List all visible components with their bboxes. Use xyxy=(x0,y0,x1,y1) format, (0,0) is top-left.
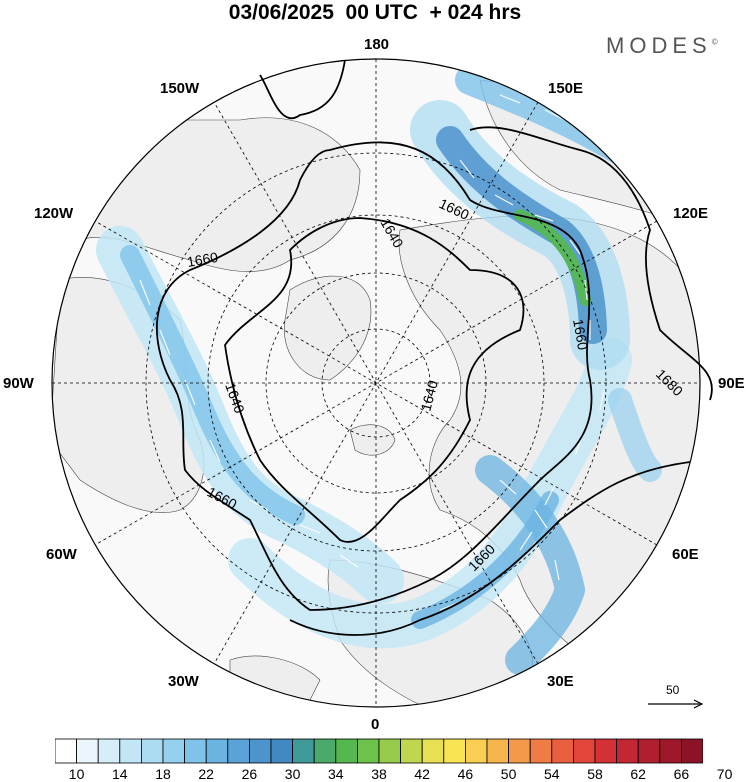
longitude-label: 180 xyxy=(364,36,390,53)
wind-speed-shading xyxy=(96,65,662,675)
colorbar-swatch xyxy=(205,738,229,764)
colorbar-swatch xyxy=(443,738,466,764)
map-title: 03/06/2025 00 UTC + 024 hrs xyxy=(228,1,522,24)
longitude-label: 0 xyxy=(371,716,380,733)
colorbar-swatch xyxy=(659,738,682,764)
colorbar-swatch xyxy=(270,738,294,764)
colorbar-tick-label: 22 xyxy=(198,766,214,782)
colorbar-tick-label: 38 xyxy=(371,766,387,782)
colorbar-swatch xyxy=(464,738,488,764)
colorbar-swatch xyxy=(573,738,596,764)
longitude-label: 60E xyxy=(672,546,699,563)
brand-text: MODES xyxy=(606,33,712,58)
colorbar xyxy=(55,738,703,764)
colorbar-tick-label: 10 xyxy=(68,766,85,782)
colorbar-swatch xyxy=(529,738,553,764)
geopotential-contours xyxy=(155,59,713,636)
colorbar-tick-label: 14 xyxy=(112,766,128,782)
colorbar-swatch xyxy=(551,738,574,764)
colorbar-swatch xyxy=(55,738,78,764)
longitude-label: 30E xyxy=(547,673,574,690)
longitude-label: 90W xyxy=(3,375,34,392)
longitude-label: 30W xyxy=(168,673,199,690)
colorbar-swatch xyxy=(594,738,618,764)
colorbar-tick-label: 18 xyxy=(155,766,171,782)
wind-vectors xyxy=(139,94,609,611)
longitude-label: 60W xyxy=(46,546,77,563)
contour-label: 1660 xyxy=(570,318,591,352)
reference-vector-arrow xyxy=(648,699,704,709)
colorbar-tick-label: 42 xyxy=(414,766,430,782)
colorbar-swatch xyxy=(184,738,207,764)
colorbar-swatch xyxy=(97,738,121,764)
longitude-label: 90E xyxy=(718,375,745,392)
colorbar-tick-label: 66 xyxy=(673,766,690,782)
colorbar-tick-label: 54 xyxy=(544,766,560,782)
colorbar-tick-label: 46 xyxy=(457,766,474,782)
brand-mark: © xyxy=(711,37,718,47)
colorbar-swatch xyxy=(335,738,358,764)
colorbar-tick-label: 26 xyxy=(241,766,258,782)
brand-logo: MODES© xyxy=(606,33,718,59)
colorbar-swatch xyxy=(248,738,272,764)
colorbar-swatch xyxy=(227,738,250,764)
colorbar-swatch xyxy=(119,738,142,764)
colorbar-swatch xyxy=(378,738,402,764)
colorbar-swatch xyxy=(141,738,164,764)
colorbar-swatch xyxy=(486,738,510,764)
colorbar-swatch xyxy=(637,738,661,764)
contour-label: 1660 xyxy=(186,249,220,270)
colorbar-swatch xyxy=(508,738,531,764)
map-boundary xyxy=(51,58,701,708)
reference-vector-label: 50 xyxy=(666,683,680,697)
colorbar-tick-label: 58 xyxy=(587,766,603,782)
longitude-label: 150W xyxy=(160,80,200,97)
colorbar-swatch xyxy=(681,738,703,764)
colorbar-swatch xyxy=(421,738,445,764)
colorbar-swatch xyxy=(616,738,639,764)
longitude-label: 150E xyxy=(548,80,584,97)
colorbar-swatch xyxy=(400,738,423,764)
longitude-label: 120E xyxy=(673,205,709,222)
colorbar-swatch xyxy=(292,738,315,764)
colorbar-swatch xyxy=(356,738,380,764)
graticule xyxy=(52,59,700,707)
contour-label: 1640 xyxy=(417,378,441,412)
colorbar-tick-label: 30 xyxy=(284,766,301,782)
colorbar-tick-label: 62 xyxy=(630,766,646,782)
colorbar-tick-label: 70 xyxy=(716,766,733,782)
colorbar-tick-label: 50 xyxy=(500,766,517,782)
polar-map: 1640 1640 1640 1660 1660 1660 1660 1660 … xyxy=(51,58,713,708)
colorbar-swatch xyxy=(162,738,186,764)
colorbar-swatch xyxy=(313,738,337,764)
colorbar-swatch xyxy=(76,738,99,764)
colorbar-tick-label: 34 xyxy=(328,766,344,782)
longitude-label: 120W xyxy=(34,205,74,222)
